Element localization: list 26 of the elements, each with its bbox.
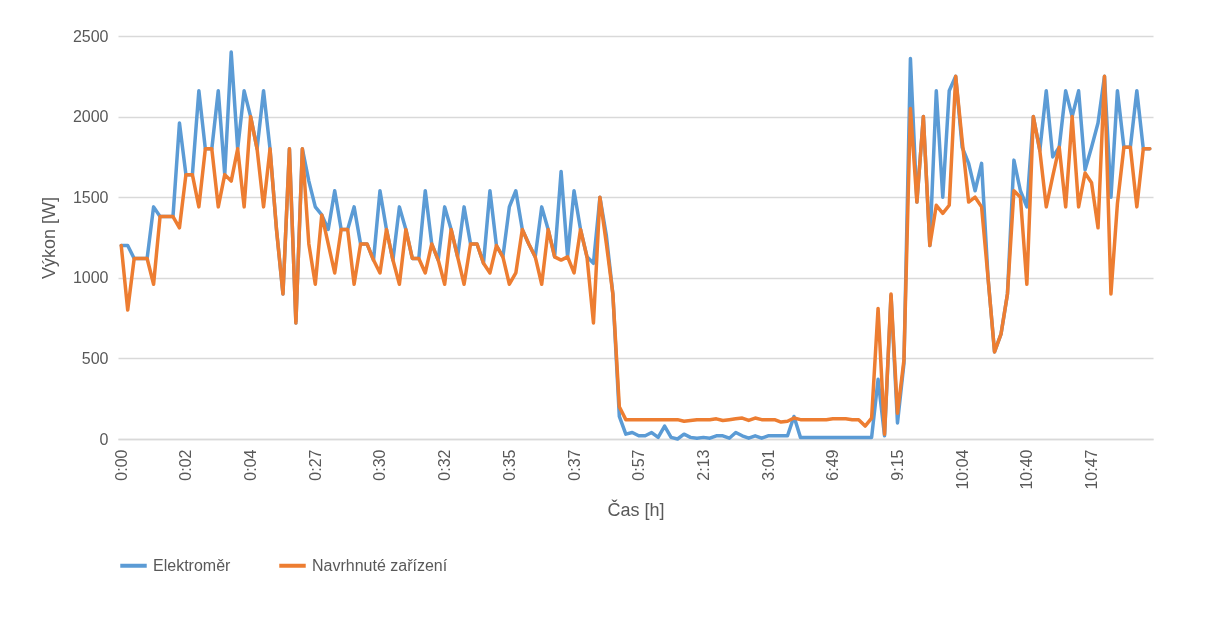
y-tick-label: 2500 xyxy=(72,27,109,45)
legend-label: Elektroměr xyxy=(153,556,232,574)
y-tick-label: 0 xyxy=(99,430,109,448)
x-tick-label: 2:13 xyxy=(694,449,712,481)
x-tick-label: 6:49 xyxy=(824,449,842,481)
x-tick-label: 0:30 xyxy=(371,449,389,481)
y-tick-label: 1500 xyxy=(72,188,109,206)
x-tick-label: 0:37 xyxy=(565,449,583,481)
x-tick-label: 9:15 xyxy=(888,449,906,481)
x-tick-label: 10:47 xyxy=(1083,449,1101,490)
x-tick-label: 0:00 xyxy=(112,449,130,481)
y-tick-label: 1000 xyxy=(72,269,109,287)
x-tick-label: 0:27 xyxy=(306,449,324,481)
x-tick-label: 0:35 xyxy=(500,449,518,481)
x-tick-label: 10:40 xyxy=(1018,449,1036,490)
y-tick-label: 500 xyxy=(81,349,109,367)
x-tick-label: 0:57 xyxy=(630,449,648,481)
x-tick-label: 0:04 xyxy=(242,449,260,481)
x-tick-label: 10:04 xyxy=(953,449,971,490)
x-tick-label: 3:01 xyxy=(759,449,777,481)
y-tick-label: 2000 xyxy=(72,108,109,126)
x-tick-label: 0:32 xyxy=(436,449,454,481)
x-tick-label: 0:02 xyxy=(177,449,195,481)
y-axis-title: Výkon [W] xyxy=(38,196,59,280)
x-axis-title: Čas [h] xyxy=(607,498,665,520)
legend-label: Navrhnuté zařízení xyxy=(312,556,448,574)
